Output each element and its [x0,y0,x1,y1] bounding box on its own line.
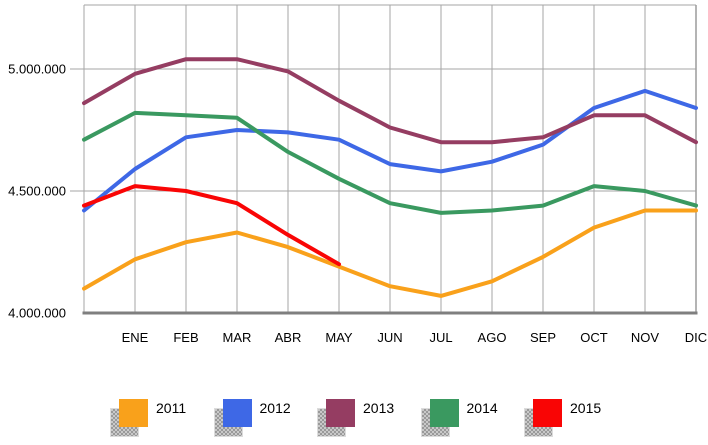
series-line-2015 [82,184,341,267]
y-axis-tick-label: 4.000.000 [8,306,66,321]
legend-swatch-2015 [533,399,562,427]
series-line-2013 [82,57,698,145]
x-axis-month-label: DIC [685,330,707,345]
legend-swatch-2011 [119,399,148,427]
series-line-2011 [82,208,698,298]
x-axis-month-label: NOV [631,330,660,345]
legend-swatch-2012 [222,399,252,427]
series-line-2014 [82,110,698,215]
legend-item-2013: 2013 [317,399,421,441]
legend-swatch-2014 [429,399,459,427]
x-axis-month-label: ABR [275,330,302,345]
x-axis-month-label: FEB [173,330,198,345]
x-axis-month-label: OCT [580,330,608,345]
series-line-2012 [82,88,698,213]
y-axis-tick-label: 4.500.000 [8,183,66,198]
legend-swatch-2013 [326,399,355,427]
x-axis-month-label: SEP [530,330,556,345]
legend: 2011 2012 2013 2014 2015 [110,399,628,441]
y-axis-tick-label: 5.000.000 [8,61,66,76]
x-axis-month-label: JUN [377,330,402,345]
line-chart: 4.000.000 4.500.000 5.000.000 ENE FEB MAR ABR M… [8,4,707,345]
legend-item-2011: 2011 [110,399,214,441]
legend-label-2015: 2015 [570,400,602,416]
x-axis-month-label: ENE [122,330,149,345]
x-axis-month-label: JUL [429,330,452,345]
legend-label-2012: 2012 [259,400,291,416]
legend-label-2011: 2011 [156,400,187,416]
x-axis-month-label: MAY [325,330,353,345]
legend-item-2012: 2012 [213,399,318,441]
legend-item-2014: 2014 [420,399,525,441]
legend-label-2013: 2013 [363,400,395,416]
x-axis-month-label: AGO [478,330,507,345]
legend-item-2015: 2015 [524,399,628,441]
legend-label-2014: 2014 [466,400,498,416]
x-axis-month-label: MAR [223,330,252,345]
